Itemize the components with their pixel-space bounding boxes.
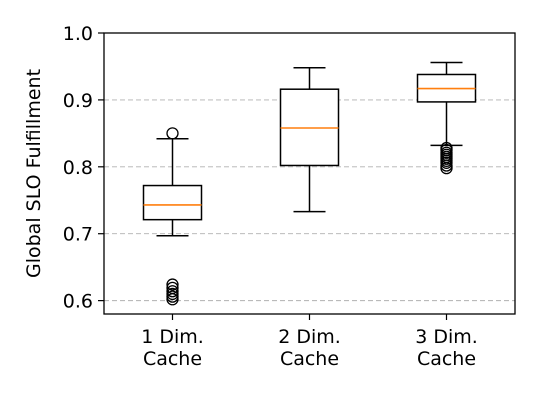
y-tick-label: 1.0	[63, 23, 93, 45]
x-tick-label: 2 Dim.	[278, 326, 341, 348]
x-tick-label: Cache	[143, 348, 202, 370]
outlier-point	[166, 127, 179, 140]
y-axis-label: Global SLO Fulfillment	[23, 69, 45, 278]
outlier-point	[440, 161, 453, 175]
box-group	[142, 127, 203, 306]
outlier-point	[166, 293, 179, 306]
y-tick-label: 0.9	[63, 90, 93, 112]
x-tick-label: 3 Dim.	[415, 326, 478, 348]
y-tick-label: 0.8	[63, 157, 93, 179]
y-tick-label: 0.7	[63, 224, 93, 246]
box-plot-marks	[142, 61, 477, 306]
x-tick-label: Cache	[417, 348, 476, 370]
box-group	[416, 61, 477, 175]
outlier-point	[166, 278, 179, 291]
x-tick-label: 1 Dim.	[141, 326, 204, 348]
box	[142, 184, 203, 221]
box-group	[279, 67, 340, 213]
x-tick-label: Cache	[280, 348, 339, 370]
y-tick-label: 0.6	[63, 291, 93, 313]
